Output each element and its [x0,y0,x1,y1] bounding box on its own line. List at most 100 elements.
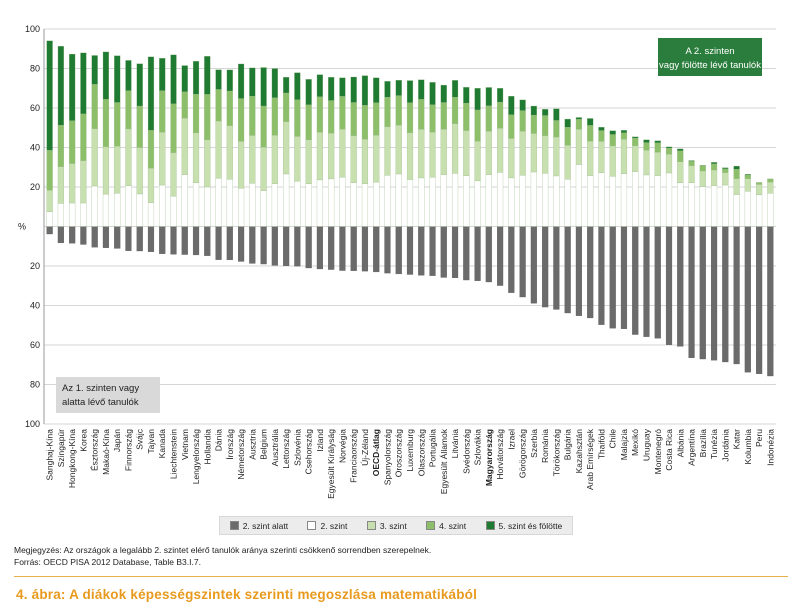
y-tick-label: 100 [25,24,40,34]
bar-segment-level-4 [361,105,369,140]
bar-segment-level-4 [474,109,481,142]
x-tick-label: Luxemburg [405,429,415,472]
bar-segment-below-level-2 [767,226,774,377]
bar-segment-level-4 [339,96,346,130]
bar-segment-level-3 [80,160,87,204]
bar-segment-below-level-2 [283,226,290,266]
x-tick-label: Vietnam [180,429,190,460]
bar-segment-level-2 [159,184,166,227]
bar-segment-level-4 [46,150,53,191]
legend-label: 2. szint alatt [242,520,289,531]
bar-segment-level-4 [654,142,661,153]
bar-segment-level-3 [575,129,583,165]
bar-segment-below-level-2 [80,226,87,245]
figure-caption: 4. ábra: A diákok képességszintek szerin… [16,587,478,602]
annotation-box-upper [658,38,762,76]
bar-segment-level-2 [125,185,132,227]
bar-segment-level-2 [102,193,110,227]
bar-segment-level-4 [125,90,132,130]
bar-segment-level-4 [497,101,504,129]
bar-segment-level-3 [316,132,323,181]
bar-segment-level-3 [283,121,290,175]
bar-segment-level-4 [519,110,526,132]
bar-segment-level-5 [316,74,323,97]
x-tick-label: Németország [236,429,246,480]
bar-segment-level-2 [575,164,583,227]
bar-segment-level-3 [147,168,155,203]
bar-segment-level-4 [80,113,87,161]
bar-segment-level-5 [553,108,560,121]
bar-segment-level-3 [643,150,650,176]
bar-segment-below-level-2 [699,226,706,360]
bar-segment-level-5 [57,46,64,126]
x-tick-label: Japán [112,429,122,452]
bar-segment-level-3 [91,128,98,187]
bar-segment-level-3 [722,172,729,186]
bar-segment-level-5 [508,96,515,115]
bar-segment-level-3 [57,166,64,204]
bar-segment-level-4 [249,96,256,136]
x-tick-label: Olaszország [416,429,426,477]
x-tick-label: Észtország [90,429,100,471]
bar-segment-level-4 [226,90,233,126]
bar-segment-level-3 [497,128,504,173]
bar-segment-level-5 [395,80,402,96]
bar-segment-level-2 [226,179,233,227]
bar-segment-level-5 [46,40,53,151]
bar-segment-level-2 [485,174,492,227]
bar-segment-below-level-2 [136,226,143,252]
bar-segment-below-level-2 [395,226,402,275]
bar-segment-level-5 [564,118,571,128]
bar-segment-below-level-2 [147,226,155,252]
x-tick-label: Montenegró [653,429,663,475]
x-tick-label: Szingapúr [56,429,66,467]
bar-segment-below-level-2 [237,226,245,262]
bar-segment-level-2 [80,202,87,227]
x-tick-label: Albánia [675,429,685,458]
bar-segment-level-2 [722,184,729,227]
bar-segment-below-level-2 [339,226,346,271]
bar-segment-level-4 [429,104,436,133]
bar-segment-level-2 [328,178,335,227]
bar-segment-below-level-2 [620,226,628,329]
bar-segment-level-3 [654,152,661,176]
bar-segment-level-4 [722,168,729,173]
bar-segment-below-level-2 [609,226,616,329]
x-tick-label: Hongkong-Kína [67,429,77,488]
x-tick-label: Szlovákia [473,429,483,466]
bar-segment-level-2 [350,182,357,227]
bar-segment-level-4 [384,96,391,127]
annotation-text-lower: alatta lévő tanulók [62,397,139,408]
bar-segment-level-3 [192,132,200,184]
x-tick-label: Franciaország [349,429,359,483]
bar-segment-level-4 [756,182,763,185]
bar-segment-level-3 [170,152,177,197]
bar-segment-level-5 [575,117,583,120]
bar-segment-level-4 [294,99,301,137]
legend-swatch [426,521,436,530]
bar-segment-level-3 [587,141,594,176]
bar-segment-level-4 [373,102,380,136]
x-tick-label: Tunézia [709,429,719,459]
annotation-text-lower: Az 1. szinten vagy [62,383,139,394]
bar-segment-below-level-2 [677,226,684,347]
bar-segment-level-5 [620,130,628,134]
bar-segment-level-2 [361,183,369,227]
bar-segment-below-level-2 [575,226,583,316]
annotation-box-lower [56,377,160,413]
bar-segment-level-2 [564,179,571,227]
bar-segment-level-4 [677,150,684,162]
y-tick-label: 100 [25,419,40,429]
bar-segment-level-3 [519,131,526,176]
x-tick-label: Ausztria [247,429,257,460]
bar-segment-level-3 [632,145,639,172]
bar-segment-level-2 [598,172,605,227]
legend-label: 2. szint [320,520,348,531]
bar-segment-level-2 [756,194,763,227]
x-tick-label: Szerbia [529,429,539,458]
bar-segment-below-level-2 [328,226,335,270]
bar-segment-level-5 [226,69,233,92]
bar-segment-level-2 [283,173,290,227]
x-tick-label: Új-Zéland [360,429,370,466]
bar-segment-level-2 [114,192,121,227]
